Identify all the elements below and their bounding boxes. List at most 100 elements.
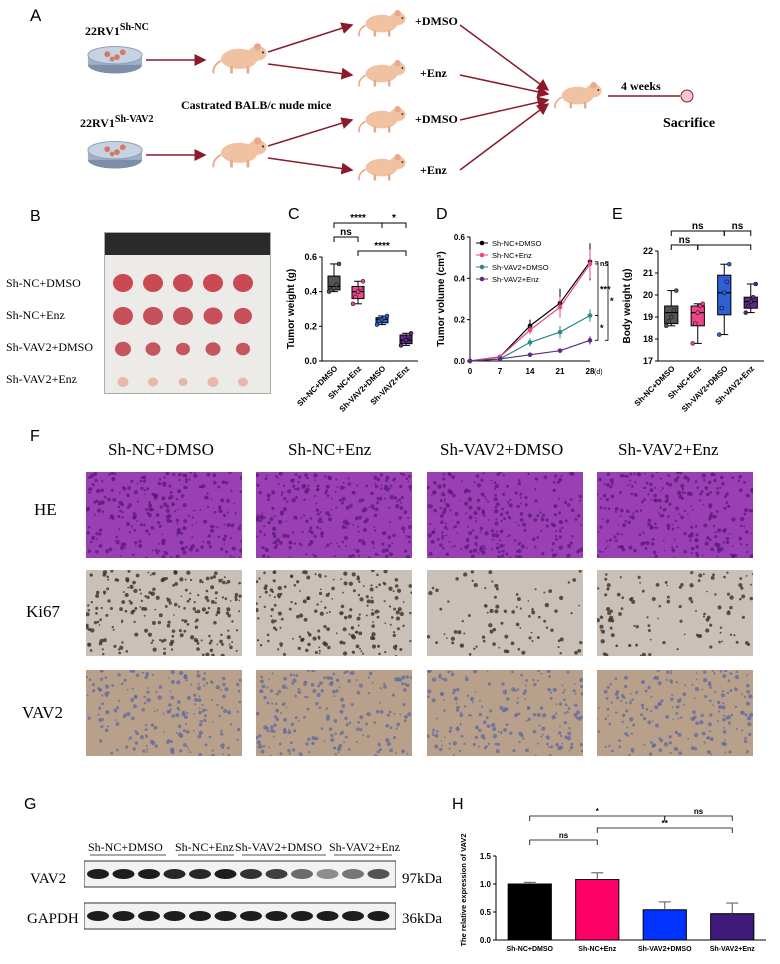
- cell-nucleus: [597, 618, 600, 623]
- cell-nucleus: [259, 644, 263, 647]
- cell-nucleus: [748, 508, 752, 513]
- cell-nucleus: [331, 586, 335, 591]
- significance-label: ns: [692, 221, 704, 232]
- cell-nucleus: [318, 681, 323, 686]
- cell-nucleus: [747, 722, 752, 727]
- cell-nucleus: [666, 498, 669, 501]
- protein-label: VAV2: [30, 871, 67, 887]
- cell-nucleus: [453, 544, 456, 547]
- cell-nucleus: [163, 485, 166, 488]
- data-point: [727, 261, 732, 267]
- cell-nucleus: [396, 627, 400, 631]
- cell-nucleus: [234, 511, 237, 515]
- cell-nucleus: [184, 485, 188, 490]
- cell-nucleus: [143, 701, 147, 705]
- cell-nucleus: [655, 583, 660, 587]
- cell-nucleus: [395, 616, 401, 621]
- cell-nucleus: [668, 483, 673, 487]
- cell-nucleus: [557, 639, 561, 643]
- cell-nucleus: [525, 679, 529, 682]
- cell-nucleus: [136, 482, 139, 485]
- cell-nucleus: [405, 477, 409, 481]
- cell-nucleus: [509, 556, 512, 558]
- cell-nucleus: [373, 721, 377, 724]
- cell-nucleus: [296, 487, 300, 491]
- cell-nucleus: [285, 534, 290, 539]
- cell-nucleus: [517, 524, 520, 527]
- cell-nucleus: [555, 742, 559, 747]
- cell-nucleus: [173, 571, 178, 575]
- cell-nucleus: [509, 731, 513, 735]
- cell-nucleus: [345, 526, 348, 529]
- cell-nucleus: [726, 691, 730, 695]
- cell-nucleus: [693, 715, 697, 719]
- cell-nucleus: [180, 532, 184, 535]
- cell-nucleus: [161, 496, 166, 501]
- cell-nucleus: [697, 635, 700, 638]
- cell-nucleus: [567, 544, 572, 549]
- cell-nucleus: [287, 748, 291, 753]
- cell-nucleus: [198, 710, 202, 715]
- cell-nucleus: [502, 690, 508, 695]
- cell-nucleus: [150, 525, 155, 530]
- tumor: [234, 307, 252, 325]
- cell-nucleus: [389, 495, 394, 500]
- cell-nucleus: [435, 641, 438, 645]
- cell-nucleus: [220, 688, 222, 691]
- cell-nucleus: [473, 670, 478, 674]
- cell-nucleus: [605, 519, 610, 524]
- cell-nucleus: [685, 476, 689, 480]
- data-point: [360, 279, 366, 284]
- cell-nucleus: [370, 491, 374, 496]
- cell-nucleus: [226, 511, 229, 514]
- cell-nucleus: [660, 513, 665, 518]
- cell-nucleus: [460, 547, 463, 550]
- data-point: [693, 321, 698, 326]
- cell-nucleus: [614, 711, 618, 714]
- cell-nucleus: [100, 677, 104, 681]
- cell-nucleus: [218, 508, 223, 514]
- cell-nucleus: [334, 752, 337, 756]
- cell-nucleus: [494, 506, 498, 509]
- cell-nucleus: [375, 709, 380, 714]
- cell-nucleus: [178, 478, 181, 482]
- cell-nucleus: [673, 478, 679, 483]
- cell-nucleus: [716, 487, 719, 490]
- cell-nucleus: [288, 607, 292, 611]
- significance-bracket: [595, 315, 599, 341]
- cell-nucleus: [348, 554, 353, 558]
- cell-nucleus: [290, 600, 293, 604]
- cell-nucleus: [136, 520, 139, 523]
- cell-nucleus: [112, 497, 117, 502]
- cell-nucleus: [499, 543, 504, 548]
- cell-nucleus: [335, 632, 338, 635]
- cell-nucleus: [331, 497, 333, 500]
- cell-nucleus: [645, 708, 649, 711]
- cell-nucleus: [466, 694, 470, 697]
- cell-nucleus: [272, 626, 277, 630]
- cell-nucleus: [134, 730, 137, 733]
- cell-nucleus: [745, 543, 749, 546]
- cell-nucleus: [750, 532, 753, 535]
- cell-nucleus: [301, 531, 304, 534]
- cell-nucleus: [326, 714, 331, 719]
- cell-nucleus: [101, 648, 104, 651]
- cell-nucleus: [306, 707, 310, 711]
- cell-nucleus: [405, 535, 408, 537]
- cell-nucleus: [144, 675, 148, 680]
- cell-nucleus: [87, 526, 91, 529]
- data-point: [751, 294, 756, 300]
- cell-nucleus: [399, 484, 403, 489]
- cell-nucleus: [745, 493, 750, 498]
- cell-nucleus: [468, 653, 472, 656]
- cell-nucleus: [392, 590, 395, 593]
- cell-nucleus: [684, 684, 687, 687]
- cell-nucleus: [258, 516, 261, 519]
- cell-nucleus: [166, 739, 171, 743]
- cell-nucleus: [277, 611, 282, 616]
- cell-nucleus: [230, 523, 235, 528]
- histology-image: [86, 670, 242, 756]
- cell-nucleus: [178, 724, 182, 729]
- cell-nucleus: [301, 484, 306, 489]
- cell-nucleus: [192, 729, 195, 732]
